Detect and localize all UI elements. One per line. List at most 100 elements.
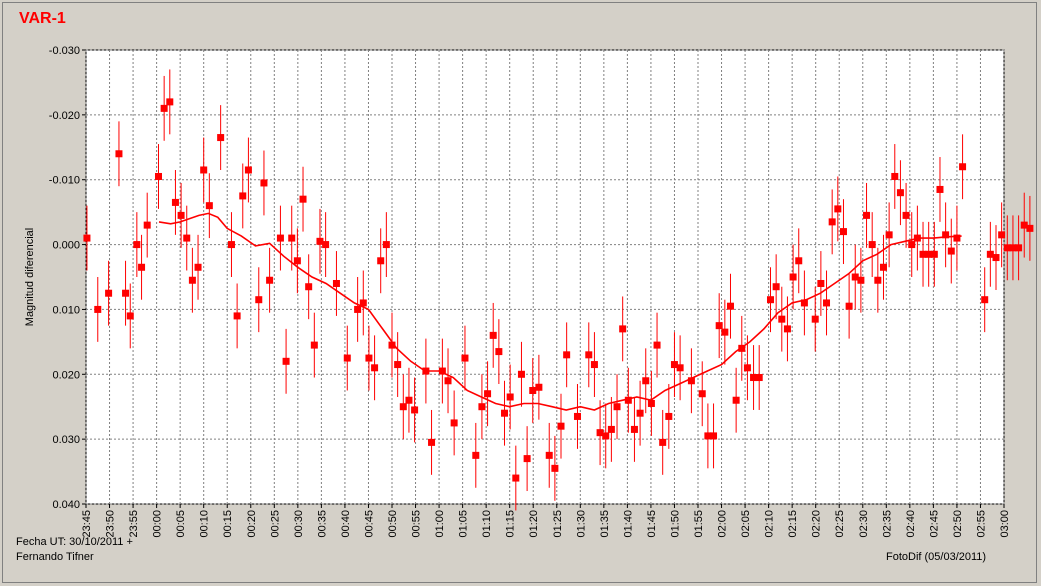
data-point [573, 412, 581, 420]
data-point [613, 403, 621, 411]
data-point [160, 104, 168, 112]
data-point [590, 361, 598, 369]
data-point [450, 419, 458, 427]
data-point [738, 344, 746, 352]
data-point [506, 393, 514, 401]
data-point [394, 361, 402, 369]
data-point [913, 234, 921, 242]
data-point [154, 172, 162, 180]
x-tick-label: 02:20 [811, 510, 823, 538]
data-point [1020, 221, 1028, 229]
x-tick-label: 01:50 [669, 510, 681, 538]
x-tick-label: 01:05 [458, 510, 470, 538]
x-tick-labels: 23:45 23:50 23:55 00:00 00:05 00:10 00:15 00:20… [81, 510, 1011, 538]
data-point [444, 377, 452, 385]
data-point [551, 464, 559, 472]
x-tick-label: 00:10 [199, 510, 211, 538]
x-tick-label: 01:35 [599, 510, 611, 538]
data-point [399, 403, 407, 411]
data-point [919, 250, 927, 258]
data-point [322, 241, 330, 249]
data-point [332, 279, 340, 287]
data-point [472, 451, 480, 459]
y-tick-label: 0.040 [52, 499, 80, 511]
moving-average-line [158, 212, 962, 411]
data-point [896, 189, 904, 197]
data-point [501, 409, 509, 417]
x-tick-label: 00:55 [411, 510, 423, 538]
x-tick-label: 02:30 [858, 510, 870, 538]
moving-average-layer [158, 212, 962, 411]
data-point [299, 195, 307, 203]
x-tick-label: 00:40 [340, 510, 352, 538]
data-point [115, 150, 123, 158]
x-tick-label: 00:35 [316, 510, 328, 538]
data-point [863, 211, 871, 219]
data-point [239, 192, 247, 200]
chart-title: VAR-1 [19, 10, 66, 27]
date-label: Fecha UT: 30/10/2011 + [16, 536, 133, 548]
data-point [288, 234, 296, 242]
data-point [126, 312, 134, 320]
data-point [143, 221, 151, 229]
x-tick-label: 00:15 [222, 510, 234, 538]
data-point [188, 276, 196, 284]
data-point [596, 429, 604, 437]
data-point [981, 296, 989, 304]
data-point [839, 228, 847, 236]
data-point [659, 438, 667, 446]
data-point [428, 438, 436, 446]
data-point [772, 283, 780, 291]
data-point [200, 166, 208, 174]
x-tick-label: 02:40 [905, 510, 917, 538]
data-point [359, 299, 367, 307]
data-point [529, 387, 537, 394]
x-tick-label: 02:10 [764, 510, 776, 538]
data-point [244, 166, 252, 174]
data-point [986, 250, 994, 258]
y-tick-labels: -0.030 -0.020 -0.010 0.000 0.010 0.020 0.030 0.… [49, 45, 80, 511]
data-point [902, 211, 910, 219]
data-point [624, 396, 632, 404]
data-point [687, 377, 695, 385]
data-point [778, 315, 786, 323]
x-tick-label: 02:15 [787, 510, 799, 538]
data-point [461, 354, 469, 362]
data-point [885, 231, 893, 239]
data-point [227, 241, 235, 249]
data-point [517, 370, 525, 378]
x-tick-label: 00:30 [293, 510, 305, 538]
data-point [642, 377, 650, 385]
data-point [811, 315, 819, 323]
y-tick-label: 0.010 [52, 304, 80, 316]
data-point [1015, 244, 1023, 252]
data-point [936, 185, 944, 193]
x-tick-label: 00:00 [152, 510, 164, 538]
data-point [930, 250, 938, 258]
y-tick-label: 0.020 [52, 369, 80, 381]
software-label: FotoDif (05/03/2011) [886, 551, 987, 563]
x-tick-label: 02:05 [740, 510, 752, 538]
data-point [438, 367, 446, 375]
data-point [630, 425, 638, 433]
x-tick-label: 01:20 [528, 510, 540, 538]
data-point [276, 234, 284, 242]
data-point [282, 357, 290, 365]
data-point [698, 390, 706, 398]
x-tick-label: 01:55 [693, 510, 705, 538]
data-point [260, 179, 268, 187]
data-point [953, 234, 961, 242]
y-tick-label: -0.010 [49, 175, 80, 187]
data-point [1009, 244, 1017, 252]
data-point [874, 276, 882, 284]
x-tick-label: 01:45 [646, 510, 658, 538]
data-point [925, 250, 933, 258]
y-tick-label: -0.020 [49, 110, 80, 122]
data-point [183, 234, 191, 242]
data-point [800, 299, 808, 307]
data-point [710, 432, 718, 440]
data-point [1026, 224, 1034, 232]
data-point [105, 289, 113, 297]
x-tick-label: 00:45 [363, 510, 375, 538]
